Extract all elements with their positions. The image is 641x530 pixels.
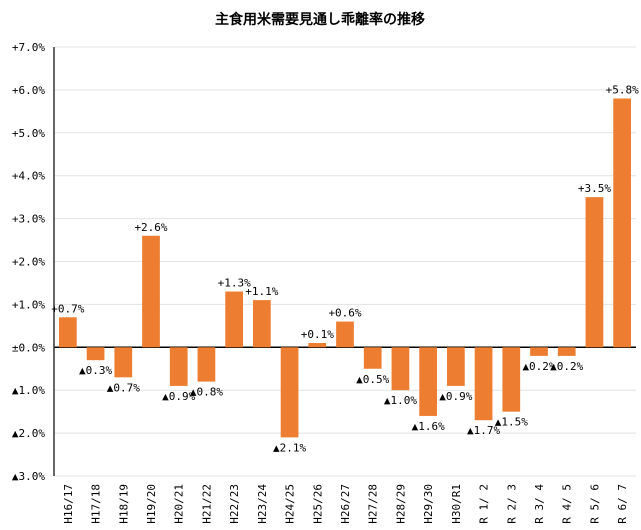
x-tick-label: H22/23 [228, 484, 241, 524]
data-label: ▲1.5% [495, 416, 528, 429]
y-tick-label: +3.0% [12, 213, 45, 226]
bar [252, 300, 271, 348]
x-tick-label: H27/28 [367, 484, 380, 524]
y-tick-label: ▲1.0% [12, 384, 45, 397]
x-tick-label: H25/26 [311, 484, 324, 524]
data-label: +0.6% [328, 307, 361, 320]
x-tick-label: H20/21 [173, 484, 186, 524]
data-label: +0.1% [301, 328, 334, 341]
data-label: ▲0.2% [522, 360, 555, 373]
x-tick-label: R 3/ 4 [533, 484, 546, 524]
bar [308, 343, 327, 348]
bar [86, 347, 105, 361]
x-tick-label: H29/30 [422, 484, 435, 524]
data-label: ▲1.6% [412, 420, 445, 433]
x-tick-label: R 5/ 6 [588, 484, 601, 524]
x-tick-label: H18/19 [117, 484, 130, 524]
bar [391, 347, 410, 391]
x-tick-label: H21/22 [200, 484, 213, 524]
bar [169, 347, 188, 386]
y-tick-label: +6.0% [12, 84, 45, 97]
data-label: ▲2.1% [273, 441, 306, 454]
x-tick-label: H28/29 [394, 484, 407, 524]
data-label: ▲0.7% [107, 381, 140, 394]
bar [502, 347, 521, 412]
bar [197, 347, 216, 382]
bar [557, 347, 576, 356]
bar [363, 347, 382, 369]
y-tick-label: +2.0% [12, 256, 45, 269]
x-tick-label: H19/20 [145, 484, 158, 524]
x-tick-label: H26/27 [339, 484, 352, 524]
y-tick-label: +7.0% [12, 41, 45, 54]
data-label: ▲1.7% [467, 424, 500, 437]
data-label: ▲1.0% [384, 394, 417, 407]
x-tick-label: R 1/ 2 [478, 484, 491, 524]
data-label: +1.3% [218, 277, 251, 290]
bar [142, 235, 160, 348]
y-tick-label: +5.0% [12, 127, 45, 140]
data-label: ▲0.5% [356, 373, 389, 386]
bar [446, 347, 465, 386]
data-label: +1.1% [245, 285, 278, 298]
y-tick-label: ▲3.0% [12, 470, 45, 483]
data-label: ▲0.3% [79, 364, 112, 377]
data-label: +5.8% [606, 83, 639, 96]
data-label: +2.6% [134, 221, 167, 234]
x-tick-label: H16/17 [62, 484, 75, 524]
bar [419, 347, 438, 416]
chart-title: 主食用米需要見通し乖離率の推移 [215, 11, 425, 28]
x-tick-label: H30/R1 [450, 484, 463, 524]
x-tick-label: H24/25 [284, 484, 297, 524]
data-label: ▲0.9% [439, 390, 472, 403]
bar [225, 291, 244, 348]
data-label: +3.5% [578, 182, 611, 195]
bar [613, 98, 632, 348]
data-label: +0.7% [51, 302, 84, 315]
y-tick-label: +4.0% [12, 170, 45, 183]
x-tick-label: R 4/ 5 [561, 484, 574, 524]
bar [530, 347, 548, 356]
x-tick-label: H23/24 [256, 484, 269, 524]
x-tick-label: H17/18 [90, 484, 103, 524]
bar [336, 321, 354, 348]
data-label: ▲0.8% [190, 386, 223, 399]
y-tick-label: ▲2.0% [12, 427, 45, 440]
y-tick-label: ±0.0% [12, 341, 45, 354]
bar [585, 197, 604, 348]
bar [280, 347, 299, 438]
bar [58, 317, 77, 348]
data-label: ▲0.2% [550, 360, 583, 373]
bar [474, 347, 493, 421]
data-label: ▲0.9% [162, 390, 195, 403]
x-tick-label: R 6/ 7 [616, 484, 629, 524]
bar [114, 347, 133, 378]
y-tick-label: +1.0% [12, 298, 45, 311]
x-tick-label: R 2/ 3 [505, 484, 518, 524]
